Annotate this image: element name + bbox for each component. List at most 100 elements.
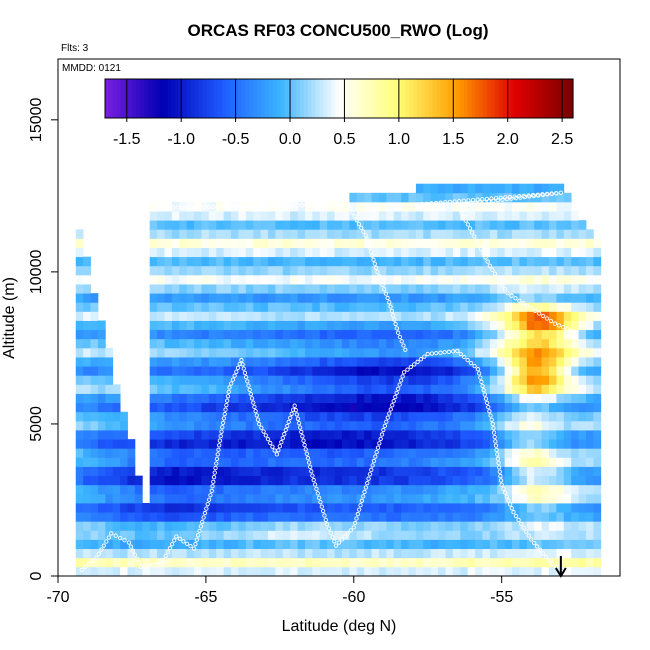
heatmap-cell <box>245 329 254 340</box>
heatmap-cell <box>430 521 439 531</box>
heatmap-cell <box>341 503 350 513</box>
heatmap-cell <box>194 366 202 376</box>
colorbar-strip <box>436 79 441 118</box>
heatmap-cell <box>401 448 409 458</box>
heatmap-cell <box>186 557 195 568</box>
heatmap-cell <box>149 420 158 431</box>
heatmap-cell <box>512 347 520 358</box>
heatmap-cell <box>157 211 165 221</box>
y-tick-label: 15000 <box>28 97 45 142</box>
heatmap-cell <box>593 274 602 285</box>
heatmap-cell <box>327 566 335 577</box>
heatmap-cell <box>593 493 602 504</box>
heatmap-cell <box>216 530 225 540</box>
heatmap-cell <box>83 466 91 477</box>
heatmap-cell <box>282 311 291 321</box>
heatmap-cell <box>445 375 454 385</box>
heatmap-cell <box>452 503 461 513</box>
heatmap-cell <box>201 329 210 340</box>
colorbar-strip <box>487 79 492 118</box>
colorbar-strip <box>381 79 387 118</box>
heatmap-cell <box>497 484 506 495</box>
heatmap-cell <box>497 284 506 294</box>
heatmap-cell <box>534 484 543 495</box>
heatmap-cell <box>171 347 180 358</box>
heatmap-cell <box>504 347 513 358</box>
flight-track-point <box>193 542 198 547</box>
heatmap-cell <box>194 357 202 367</box>
heatmap-cell <box>438 457 446 467</box>
flight-track-point <box>415 202 420 207</box>
heatmap-cell <box>415 393 424 404</box>
flight-track-point <box>134 556 140 561</box>
flight-track-point <box>202 510 208 516</box>
heatmap-cell <box>290 247 298 258</box>
heatmap-cell <box>112 503 121 513</box>
heatmap-cell <box>504 393 513 404</box>
heatmap-cell <box>563 466 572 477</box>
heatmap-cell <box>194 256 202 267</box>
heatmap-cell <box>223 530 232 540</box>
flight-track-point <box>255 203 260 209</box>
heatmap-cell <box>393 274 402 285</box>
heatmap-cell <box>341 384 350 394</box>
heatmap-cell <box>482 238 491 248</box>
heatmap-cell <box>223 201 232 212</box>
heatmap-cell <box>578 557 587 568</box>
heatmap-cell <box>556 484 565 495</box>
heatmap-cell <box>423 457 432 467</box>
colorbar-strip <box>530 79 535 118</box>
heatmap-cell <box>171 384 180 394</box>
flight-track-point <box>128 544 134 549</box>
heatmap-cell <box>105 402 114 413</box>
heatmap-cell <box>364 384 372 394</box>
heatmap-cell <box>149 430 158 440</box>
heatmap-cell <box>208 493 217 504</box>
heatmap-cell <box>541 439 550 449</box>
heatmap-cell <box>201 430 210 440</box>
flight-track-point <box>359 498 365 503</box>
heatmap-cell <box>371 238 380 248</box>
heatmap-cell <box>482 539 491 550</box>
heatmap-cell <box>504 420 513 431</box>
plot-area <box>57 58 621 577</box>
heatmap-cell <box>327 530 335 540</box>
flight-track-point <box>526 533 531 538</box>
heatmap-cell <box>245 293 254 303</box>
heatmap-cell <box>341 521 350 531</box>
heatmap-cell <box>585 284 594 294</box>
heatmap-cell <box>467 183 476 194</box>
flight-track-point <box>478 246 484 252</box>
heatmap-cell <box>223 420 232 431</box>
flight-track-point <box>401 343 406 348</box>
heatmap-cell <box>105 475 114 486</box>
flight-track-point <box>509 506 514 511</box>
heatmap-cell <box>201 548 210 559</box>
heatmap-cell <box>304 229 313 239</box>
heatmap-cell <box>97 402 106 413</box>
heatmap-cell <box>297 493 306 504</box>
heatmap-cell <box>312 548 321 559</box>
heatmap-cell <box>290 256 298 267</box>
heatmap-cell <box>327 411 335 422</box>
heatmap-cell <box>408 530 417 540</box>
heatmap-cell <box>260 265 269 276</box>
heatmap-cell <box>149 411 158 422</box>
heatmap-cell <box>401 539 409 550</box>
heatmap-cell <box>186 484 195 495</box>
heatmap-cell <box>171 256 180 267</box>
heatmap-cell <box>142 557 151 568</box>
heatmap-cell <box>164 484 173 495</box>
heatmap-cell <box>216 503 225 513</box>
heatmap-cell <box>497 247 506 258</box>
heatmap-cell <box>312 493 321 504</box>
heatmap-cell <box>245 347 254 358</box>
heatmap-cell <box>97 484 106 495</box>
heatmap-cell <box>423 411 432 422</box>
heatmap-cell <box>526 247 535 258</box>
heatmap-cell <box>371 384 380 394</box>
heatmap-cell <box>578 247 587 258</box>
flight-track-point <box>342 534 348 539</box>
heatmap-cell <box>282 247 291 258</box>
heatmap-cell <box>275 484 284 495</box>
